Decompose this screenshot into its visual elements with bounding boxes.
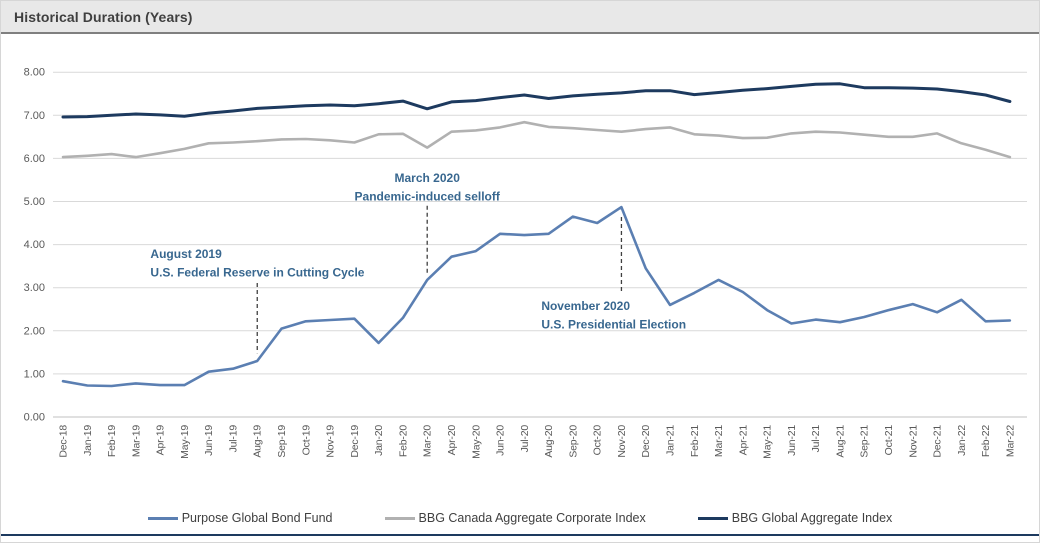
x-tick-label: May-21 — [762, 425, 774, 459]
x-tick-label: Jul-19 — [227, 425, 239, 453]
annotation-mar-20: March 2020 Pandemic-induced selloff — [355, 171, 501, 274]
annotation-text: March 2020 — [395, 171, 461, 185]
x-tick-label: Jan-19 — [82, 425, 94, 456]
legend-line-swatch-gray — [384, 516, 415, 520]
duration-line-chart: 0.00 1.00 2.00 3.00 4.00 5.00 6.00 7.00 8.00 Dec-… — [24, 67, 1027, 459]
x-tick-label: Sep-19 — [276, 425, 288, 458]
x-tick-label: Apr-21 — [737, 425, 749, 456]
annotation-text: U.S. Presidential Election — [541, 318, 686, 332]
y-tick-label: 4.00 — [24, 239, 45, 251]
legend-item-bbg-canada-aggregate-corporate-index: BBG Canada Aggregate Corporate Index — [384, 511, 646, 525]
x-tick-label: Aug-20 — [543, 425, 555, 458]
y-tick-label: 8.00 — [24, 67, 45, 79]
x-tick-label: Feb-21 — [689, 425, 701, 457]
x-tick-label: May-19 — [179, 425, 191, 459]
y-tick-label: 3.00 — [24, 282, 45, 294]
annotation-text: U.S. Federal Reserve in Cutting Cycle — [150, 265, 364, 279]
x-tick-label: Jun-19 — [203, 425, 215, 456]
series-line-bbg-global-aggregate-index — [61, 82, 1012, 119]
x-tick-label: Feb-20 — [397, 425, 409, 457]
y-tick-label: 1.00 — [24, 368, 45, 380]
legend-line-swatch-blue — [147, 516, 178, 520]
x-tick-label: Aug-21 — [834, 425, 846, 458]
x-tick-label: Apr-19 — [155, 425, 167, 456]
x-tick-label: Feb-22 — [980, 425, 992, 457]
x-tick-label: Oct-21 — [883, 425, 895, 456]
chart-legend: Purpose Global Bond Fund BBG Canada Aggr… — [1, 506, 1039, 530]
legend-line-swatch-navy — [697, 516, 728, 520]
x-tick-label: Oct-19 — [300, 425, 312, 456]
annotation-text: November 2020 — [541, 299, 630, 313]
chart-title: Historical Duration (Years) — [14, 8, 193, 25]
bottom-accent-rule — [1, 534, 1039, 536]
x-tick-label: Jan-20 — [373, 425, 385, 456]
legend-label: BBG Canada Aggregate Corporate Index — [418, 511, 646, 525]
x-tick-label: Jun-21 — [786, 425, 798, 456]
x-tick-label: Dec-19 — [349, 425, 361, 458]
x-tick-label: Mar-21 — [713, 425, 725, 457]
annotation-nov-20: November 2020 U.S. Presidential Election — [541, 217, 686, 332]
x-tick-label: Dec-21 — [932, 425, 944, 458]
x-tick-label: Jul-20 — [519, 425, 531, 453]
legend-label: BBG Global Aggregate Index — [731, 511, 893, 525]
y-tick-label: 2.00 — [24, 325, 45, 337]
x-tick-label: Jan-22 — [956, 425, 968, 456]
legend-item-bbg-global-aggregate-index: BBG Global Aggregate Index — [697, 511, 893, 525]
gridlines — [53, 71, 1027, 418]
y-tick-label: 0.00 — [24, 412, 45, 424]
x-tick-label: Dec-18 — [58, 425, 70, 458]
legend-label: Purpose Global Bond Fund — [181, 511, 333, 525]
y-tick-label: 7.00 — [24, 110, 45, 122]
x-tick-label: Jul-21 — [810, 425, 822, 453]
x-tick-label: Oct-20 — [592, 425, 604, 456]
x-tick-label: Jun-20 — [495, 425, 507, 456]
x-tick-label: Sep-21 — [859, 425, 871, 458]
annotation-text: August 2019 — [150, 247, 222, 261]
y-axis-labels: 0.00 1.00 2.00 3.00 4.00 5.00 6.00 7.00 8.00 — [24, 67, 45, 424]
x-tick-label: Nov-19 — [325, 425, 337, 458]
x-tick-label: Mar-19 — [130, 425, 142, 457]
x-tick-label: Jan-21 — [665, 425, 677, 456]
x-axis-labels: Dec-18 Jan-19 Feb-19 Mar-19 Apr-19 May-19 Jun-… — [58, 425, 1017, 459]
x-tick-label: Mar-20 — [422, 425, 434, 457]
x-tick-label: Feb-19 — [106, 425, 118, 457]
x-tick-label: Sep-20 — [567, 425, 579, 458]
x-tick-label: Dec-20 — [640, 425, 652, 458]
x-tick-label: Mar-22 — [1004, 425, 1016, 457]
legend-item-purpose-global-bond-fund: Purpose Global Bond Fund — [147, 511, 333, 525]
x-tick-label: Nov-20 — [616, 425, 628, 458]
x-tick-label: Apr-20 — [446, 425, 458, 456]
y-tick-label: 6.00 — [24, 153, 45, 165]
series-line-purpose-global-bond-fund — [61, 205, 1012, 388]
panel-header: Historical Duration (Years) — [1, 1, 1039, 34]
annotation-text: Pandemic-induced selloff — [355, 190, 501, 204]
annotation-aug-19: August 2019 U.S. Federal Reserve in Cutti… — [150, 247, 365, 354]
x-tick-label: May-20 — [470, 425, 482, 459]
y-tick-label: 5.00 — [24, 196, 45, 208]
x-tick-label: Nov-21 — [907, 425, 919, 458]
series-line-bbg-canada-aggregate-corporate-index — [61, 120, 1012, 159]
x-tick-label: Aug-19 — [252, 425, 264, 458]
